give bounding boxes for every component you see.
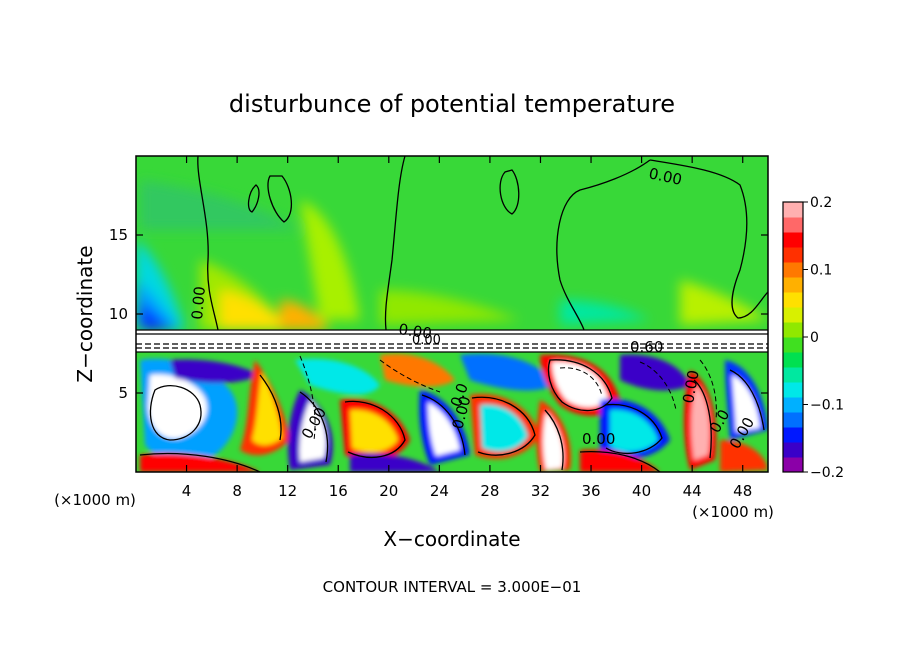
colorbar-swatch bbox=[783, 232, 803, 248]
y-tick-label: 5 bbox=[118, 384, 128, 402]
colorbar-swatch bbox=[783, 427, 803, 443]
contour-label: 0.00 bbox=[582, 430, 615, 448]
colorbar-swatch bbox=[783, 277, 803, 293]
x-unit-left: (×1000 m) bbox=[54, 491, 136, 509]
colorbar-swatch bbox=[783, 202, 803, 218]
colorbar-swatch bbox=[783, 217, 803, 233]
x-axis-label: X−coordinate bbox=[383, 527, 520, 551]
upper-field-patches bbox=[136, 180, 768, 330]
colorbar-swatch bbox=[783, 247, 803, 263]
contour-label: 0.00 bbox=[188, 286, 209, 321]
x-tick-label: 8 bbox=[232, 482, 242, 500]
colorbar: 0.2 0.1 0 −0.1 −0.2 bbox=[782, 195, 844, 481]
colorbar-swatch bbox=[783, 262, 803, 278]
colorbar-swatch bbox=[783, 292, 803, 308]
colorbar-tick-label: −0.1 bbox=[810, 398, 844, 414]
colorbar-swatch bbox=[783, 337, 803, 353]
x-tick-label: 36 bbox=[581, 482, 600, 500]
x-tick-label: 32 bbox=[531, 482, 550, 500]
colorbar-swatch bbox=[783, 307, 803, 323]
contour-label: 0.00 bbox=[412, 333, 441, 348]
y-axis-label: Z−coordinate bbox=[73, 245, 97, 382]
x-tick-label: 12 bbox=[278, 482, 297, 500]
colorbar-tick-label: 0.1 bbox=[810, 263, 832, 279]
colorbar-swatch bbox=[783, 367, 803, 383]
inversion-layer bbox=[136, 330, 768, 352]
colorbar-swatch bbox=[783, 382, 803, 398]
contour-label: 0.00 bbox=[679, 369, 703, 405]
colorbar-swatch bbox=[783, 322, 803, 338]
boundary-layer bbox=[136, 352, 768, 472]
colorbar-swatch bbox=[783, 457, 803, 473]
contour-label: 0.60 bbox=[630, 338, 663, 356]
contour-lines-dashed bbox=[299, 355, 717, 441]
x-tick-label: 16 bbox=[329, 482, 348, 500]
x-tick-label: 44 bbox=[683, 482, 702, 500]
x-tick-label: 4 bbox=[182, 482, 192, 500]
x-tick-label: 48 bbox=[733, 482, 752, 500]
colorbar-tick-label: −0.2 bbox=[810, 465, 844, 481]
contour-label: 0.00 bbox=[397, 320, 433, 342]
x-unit-right: (×1000 m) bbox=[692, 503, 774, 521]
contour-interval-note: CONTOUR INTERVAL = 3.000E−01 bbox=[323, 578, 582, 596]
y-tick-label: 10 bbox=[109, 305, 128, 323]
colorbar-swatch bbox=[783, 352, 803, 368]
colorbar-tick-label: 0.2 bbox=[810, 195, 832, 211]
y-tick-label: 15 bbox=[109, 226, 128, 244]
colorbar-swatch bbox=[783, 412, 803, 428]
colorbar-tick-label: 0 bbox=[810, 330, 819, 346]
x-tick-label: 28 bbox=[480, 482, 499, 500]
chart-title: disturbunce of potential temperature bbox=[229, 90, 675, 118]
x-tick-label: 24 bbox=[430, 482, 449, 500]
colorbar-swatch bbox=[783, 442, 803, 458]
contour-lines bbox=[136, 156, 768, 472]
colorbar-swatch bbox=[783, 397, 803, 413]
x-tick-label: 20 bbox=[379, 482, 398, 500]
x-tick-label: 40 bbox=[632, 482, 651, 500]
heatmap-field bbox=[136, 156, 768, 472]
